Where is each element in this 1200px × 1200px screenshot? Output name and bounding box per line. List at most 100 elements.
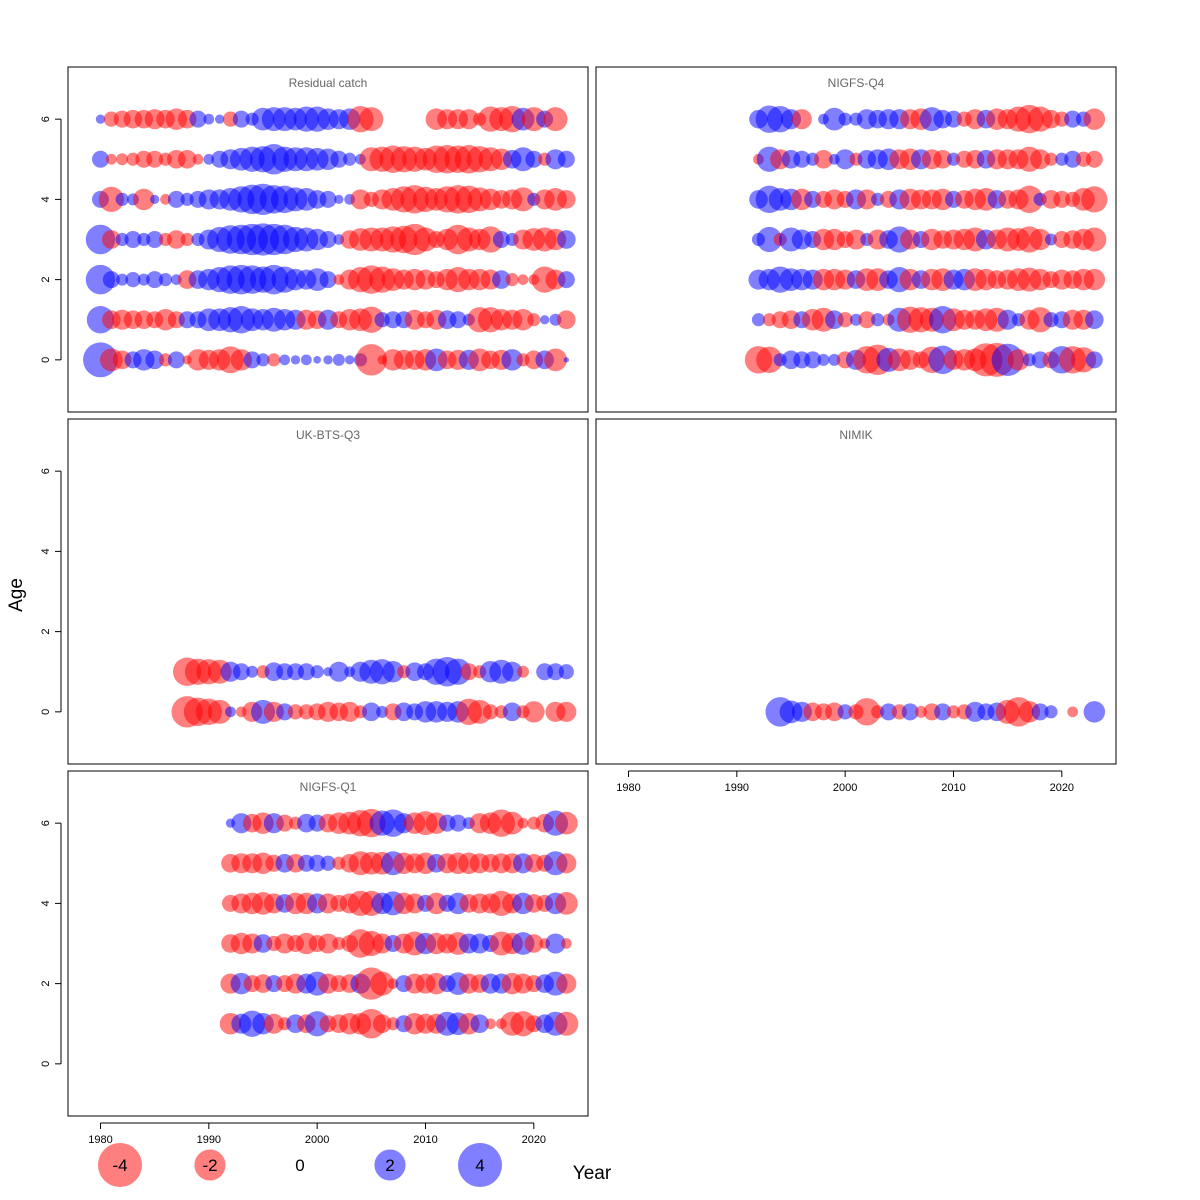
panel-frame [595, 418, 1117, 765]
y-axis-title: Age [6, 578, 27, 612]
residual-bubble [98, 186, 124, 212]
x-tick-label: 2000 [833, 782, 857, 794]
residual-bubble [167, 230, 186, 249]
residual-bubble [1064, 110, 1082, 128]
y-tick-label: 2 [40, 277, 52, 283]
residual-bubble [180, 232, 194, 247]
residual-bubble [502, 702, 522, 722]
y-tick-label: 0 [40, 1061, 52, 1067]
residual-bubble [317, 933, 339, 954]
residual-bubble [502, 661, 523, 682]
legend-item: 2 [374, 1149, 406, 1181]
residual-bubble [517, 274, 529, 285]
x-tick-label: 1980 [88, 1134, 112, 1146]
residual-bubble [243, 351, 261, 369]
y-tick-label: 6 [40, 820, 52, 826]
residual-bubble [1027, 307, 1053, 333]
legend-label: 4 [475, 1156, 484, 1175]
residual-bubble [1085, 310, 1104, 330]
residual-bubble [115, 192, 129, 206]
residual-bubble [858, 311, 876, 329]
residual-bubble [557, 271, 575, 289]
legend-bubble [194, 1149, 226, 1181]
residual-bubble [817, 353, 830, 366]
residual-bubble [946, 705, 961, 719]
panel-frame [67, 418, 589, 765]
residual-bubble [328, 661, 349, 682]
residual-bubble [387, 978, 399, 989]
residual-bubble [279, 354, 291, 366]
residual-bubble [1053, 190, 1071, 208]
residual-bubble [297, 663, 315, 681]
legend-label: 2 [385, 1156, 394, 1175]
residual-bubble [167, 190, 185, 208]
residual-bubble [460, 663, 478, 681]
residual-bubble [203, 153, 215, 165]
residual-bubble [276, 703, 294, 721]
residual-bubble [544, 348, 567, 372]
residual-bubble [485, 1018, 496, 1030]
residual-bubble [560, 938, 572, 949]
residual-bubble [470, 1014, 489, 1034]
residual-bubble [1030, 149, 1051, 170]
residual-bubble [838, 112, 852, 126]
residual-bubble [225, 706, 236, 718]
panel-frame [67, 770, 589, 1117]
residual-bubble [516, 665, 530, 678]
panel-title: UK-BTS-Q3 [296, 428, 360, 442]
x-tick-label: 2010 [941, 782, 965, 794]
residual-bubble [1015, 185, 1044, 214]
residual-bubble [556, 853, 577, 874]
residual-bubble [554, 1011, 579, 1036]
residual-bubble [160, 194, 171, 205]
residual-bubble [997, 309, 1018, 330]
y-tick-label: 2 [40, 981, 52, 987]
panel-nimik: NIMIK 1980 1990 2000 2010 2020 [595, 418, 1117, 794]
y-tick-label: 4 [40, 196, 52, 202]
residual-bubble [146, 150, 164, 168]
legend-label: -2 [202, 1156, 217, 1175]
panel-title: Residual catch [289, 76, 368, 90]
residual-bubble [362, 702, 381, 722]
residual-bubble [751, 313, 766, 327]
residual-bubble [116, 153, 129, 166]
residual-bubble [1007, 349, 1030, 371]
residual-bubble [372, 1014, 392, 1034]
residual-bubble [945, 110, 962, 128]
legend-item: -4 [98, 1143, 142, 1187]
residual-bubble [837, 704, 853, 720]
y-tick-label: 2 [40, 629, 52, 635]
residual-bubble [804, 351, 822, 369]
residual-bubble [1044, 705, 1058, 719]
residual-bubble [512, 308, 534, 331]
residual-bubble [517, 817, 529, 829]
residual-bubble [339, 701, 360, 722]
residual-bubble [880, 703, 897, 721]
residual-bubble [167, 351, 185, 369]
residual-bubble [505, 273, 519, 287]
panel-nigfs-q4: NIGFS-Q4 [595, 66, 1117, 413]
residual-bubble [835, 149, 856, 170]
residual-bubble [332, 353, 345, 366]
residual-bubble [319, 271, 337, 289]
residual-bubble [1067, 706, 1079, 718]
y-tick-label: 6 [40, 116, 52, 122]
y-tick-label: 0 [40, 709, 52, 715]
residual-bubble [527, 313, 541, 327]
legend-item: 4 [458, 1143, 502, 1187]
residual-bubble [557, 150, 575, 168]
legend-item: 0 [295, 1156, 304, 1175]
panel-residual-catch: Residual catch 0 2 4 6 [40, 66, 589, 413]
panel-frame [595, 66, 1117, 413]
residual-bubble [150, 194, 160, 205]
residual-bubble [177, 149, 197, 169]
legend-label: -4 [112, 1156, 127, 1175]
x-tick-label: 2020 [522, 1134, 546, 1146]
residual-bubble [92, 150, 109, 168]
residual-bubble [158, 273, 173, 287]
residual-bubble [1083, 701, 1106, 723]
residual-bubble [145, 350, 164, 370]
residual-bubble [1083, 108, 1106, 130]
residual-bubble [1082, 227, 1107, 252]
